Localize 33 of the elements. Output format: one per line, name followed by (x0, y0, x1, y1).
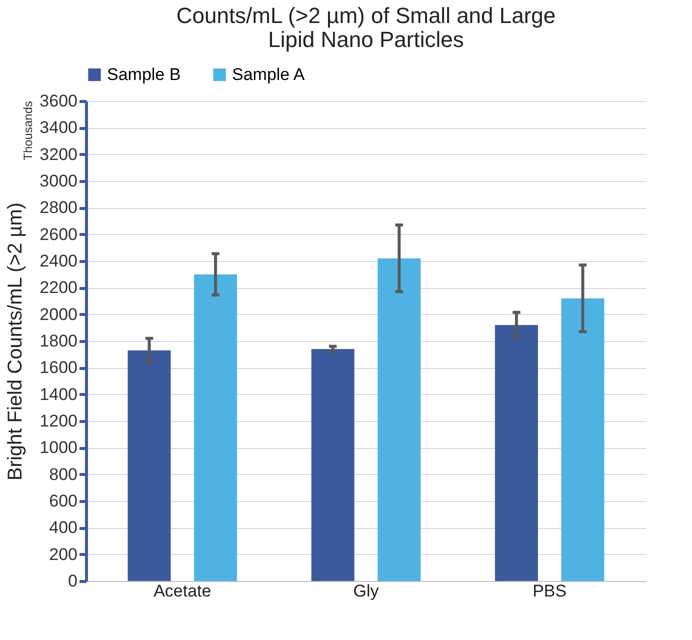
x-tick-label: Gly (353, 582, 380, 600)
y-tick-label: 2600 (40, 224, 78, 244)
y-tick-label: 1200 (40, 412, 78, 430)
y-tick-label: 1600 (40, 358, 78, 378)
y-tick-label: 3400 (40, 118, 78, 138)
y-tick-label: 3200 (40, 144, 78, 164)
y-tick-label: 2200 (40, 278, 78, 298)
y-tick-label: 2400 (40, 252, 78, 270)
y-tick-label: 200 (49, 544, 78, 564)
y-tick-label: 1800 (40, 332, 78, 350)
chart-title: Counts/mL (>2 µm) of Small and Large Lipid Nano Particles (176, 3, 556, 52)
y-tick-label: 1400 (40, 384, 78, 404)
text: Thousands (21, 101, 35, 160)
bar (561, 298, 604, 581)
y-tick-label: 400 (49, 518, 78, 538)
y-axis-title: Bright Field Counts/mL (>2 µm) (4, 202, 27, 481)
y-tick-label: 0 (68, 572, 78, 590)
bar (311, 349, 354, 581)
bar (194, 274, 238, 581)
legend-label: Sample A (232, 64, 306, 84)
bar (128, 350, 171, 581)
y-tick-label: 800 (49, 464, 78, 484)
bar (494, 325, 538, 581)
y-tick-label: 2800 (40, 198, 78, 218)
bar (378, 258, 421, 581)
y-tick-label: 600 (49, 492, 78, 510)
x-tick-label: Acetate (154, 582, 212, 600)
y-tick-label: 3600 (40, 92, 78, 110)
legend-label: Sample B (107, 64, 181, 84)
x-tick-label: PBS (532, 582, 567, 600)
y-tick-label: 3000 (40, 172, 78, 190)
y-tick-label: 1000 (40, 438, 78, 458)
y-tick-label: 2000 (40, 304, 78, 324)
